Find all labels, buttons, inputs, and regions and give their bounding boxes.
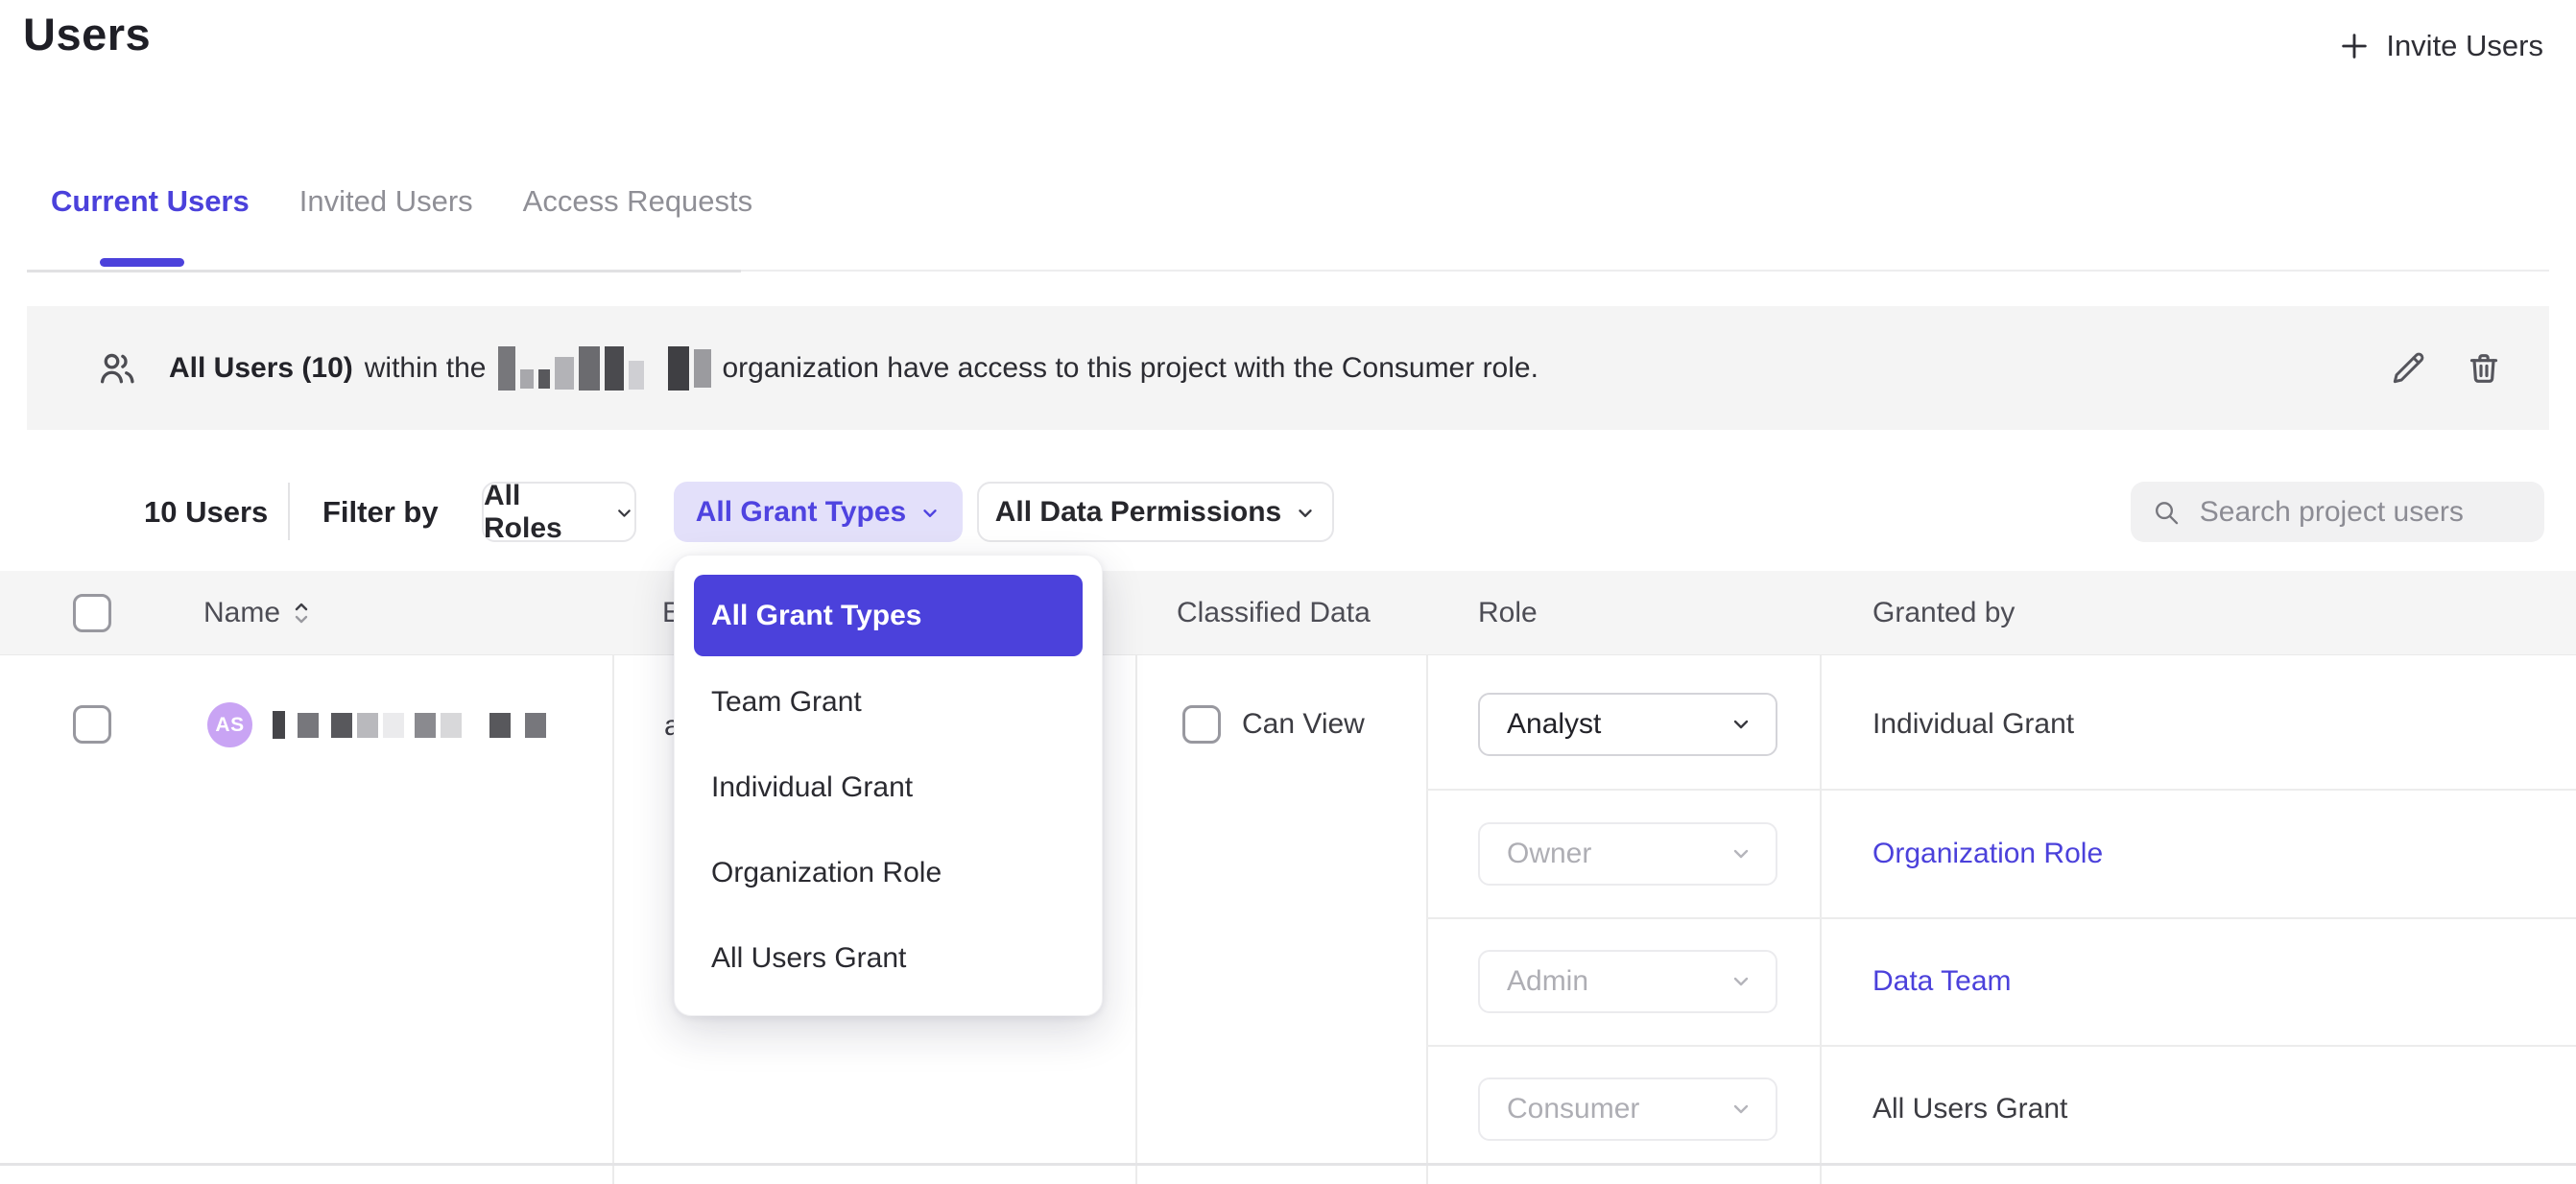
column-divider (1426, 655, 1428, 1184)
all-grant-types-filter[interactable]: All Grant Types (674, 482, 963, 542)
tabbar-divider (27, 270, 2549, 272)
filter-by-label: Filter by (322, 495, 439, 529)
table-header: Name E Classified Data Role Granted by (0, 571, 2576, 655)
chevron-down-icon (1733, 1104, 1749, 1114)
search-project-users (2131, 482, 2544, 542)
grant-types-dropdown-menu: All Grant Types Team Grant Individual Gr… (674, 555, 1103, 1016)
active-tab-indicator (100, 258, 184, 267)
redacted-user-name (273, 711, 546, 739)
can-view-label: Can View (1242, 708, 1365, 740)
grant-row-divider (1426, 917, 2576, 919)
can-view-checkbox[interactable] (1182, 705, 1221, 744)
chevron-down-icon (618, 509, 631, 517)
granted-by-data-team-link[interactable]: Data Team (1872, 965, 2012, 997)
chevron-down-icon (1733, 977, 1749, 986)
delete-trash-icon[interactable] (2465, 349, 2503, 388)
column-header-name[interactable]: Name (203, 571, 313, 655)
user-count: 10 Users (144, 495, 269, 529)
banner-actions (2390, 349, 2503, 388)
row-divider (0, 1163, 2576, 1166)
all-roles-label: All Roles (484, 479, 562, 544)
menu-item-all-grant-types[interactable]: All Grant Types (694, 575, 1083, 656)
all-roles-filter[interactable]: All Roles (482, 479, 636, 544)
invite-users-button[interactable]: Invite Users (2338, 29, 2543, 63)
filter-divider (288, 483, 290, 540)
tabbar-divider-segment (27, 270, 741, 272)
select-all-checkbox[interactable] (73, 594, 111, 632)
role-select-analyst[interactable]: Analyst (1478, 693, 1777, 756)
sort-icon[interactable] (290, 599, 313, 628)
all-data-permissions-filter[interactable]: All Data Permissions (977, 482, 1334, 542)
all-data-permissions-label: All Data Permissions (994, 495, 1282, 528)
column-header-role: Role (1478, 597, 1538, 628)
menu-item-individual-grant[interactable]: Individual Grant (711, 770, 914, 803)
column-divider (612, 655, 614, 1184)
row-select-checkbox[interactable] (73, 705, 111, 744)
search-icon (2156, 501, 2179, 524)
classified-data-cell: Can View (1182, 705, 1365, 744)
edit-pencil-icon[interactable] (2390, 349, 2428, 388)
chevron-down-icon (1733, 849, 1749, 859)
tab-bar: Current Users Invited Users Access Reque… (51, 184, 752, 219)
invite-users-label: Invite Users (2386, 29, 2543, 62)
column-header-granted-by: Granted by (1872, 597, 2015, 628)
menu-item-all-users-grant[interactable]: All Users Grant (711, 941, 907, 974)
granted-by-individual-grant: Individual Grant (1872, 708, 2075, 740)
granted-by-all-users-grant: All Users Grant (1872, 1093, 2068, 1125)
grant-row-divider (1426, 789, 2576, 791)
granted-by-organization-role-link[interactable]: Organization Role (1872, 838, 2104, 869)
users-group-icon (100, 353, 134, 383)
menu-item-organization-role[interactable]: Organization Role (711, 856, 942, 888)
banner-bold-text: All Users (10) (169, 351, 353, 384)
plus-icon (2342, 34, 2368, 59)
tab-invited-users[interactable]: Invited Users (298, 184, 473, 218)
role-select-owner: Owner (1478, 822, 1777, 886)
banner-pre-text: within the (364, 351, 487, 384)
column-header-classified-data: Classified Data (1177, 597, 1371, 628)
tab-access-requests[interactable]: Access Requests (522, 184, 753, 218)
column-divider (1820, 655, 1822, 1184)
search-input[interactable] (2197, 494, 2523, 530)
tab-current-users[interactable]: Current Users (51, 184, 250, 218)
column-divider (1135, 655, 1137, 1184)
avatar: AS (207, 702, 252, 747)
grant-row-divider (1426, 1045, 2576, 1047)
all-users-banner: All Users (10) within the organization h… (27, 306, 2549, 430)
chevron-down-icon (1299, 509, 1312, 517)
chevron-down-icon (1733, 720, 1749, 729)
chevron-down-icon (923, 509, 937, 517)
menu-item-team-grant[interactable]: Team Grant (711, 685, 862, 718)
role-select-consumer: Consumer (1478, 1077, 1777, 1141)
all-grant-types-label: All Grant Types (695, 495, 907, 528)
page-title: Users (23, 9, 152, 59)
role-select-admin: Admin (1478, 950, 1777, 1013)
banner-text: All Users (10) within the organization h… (169, 345, 1538, 391)
banner-post-text: organization have access to this project… (722, 351, 1538, 384)
redacted-organization-name (497, 345, 711, 391)
